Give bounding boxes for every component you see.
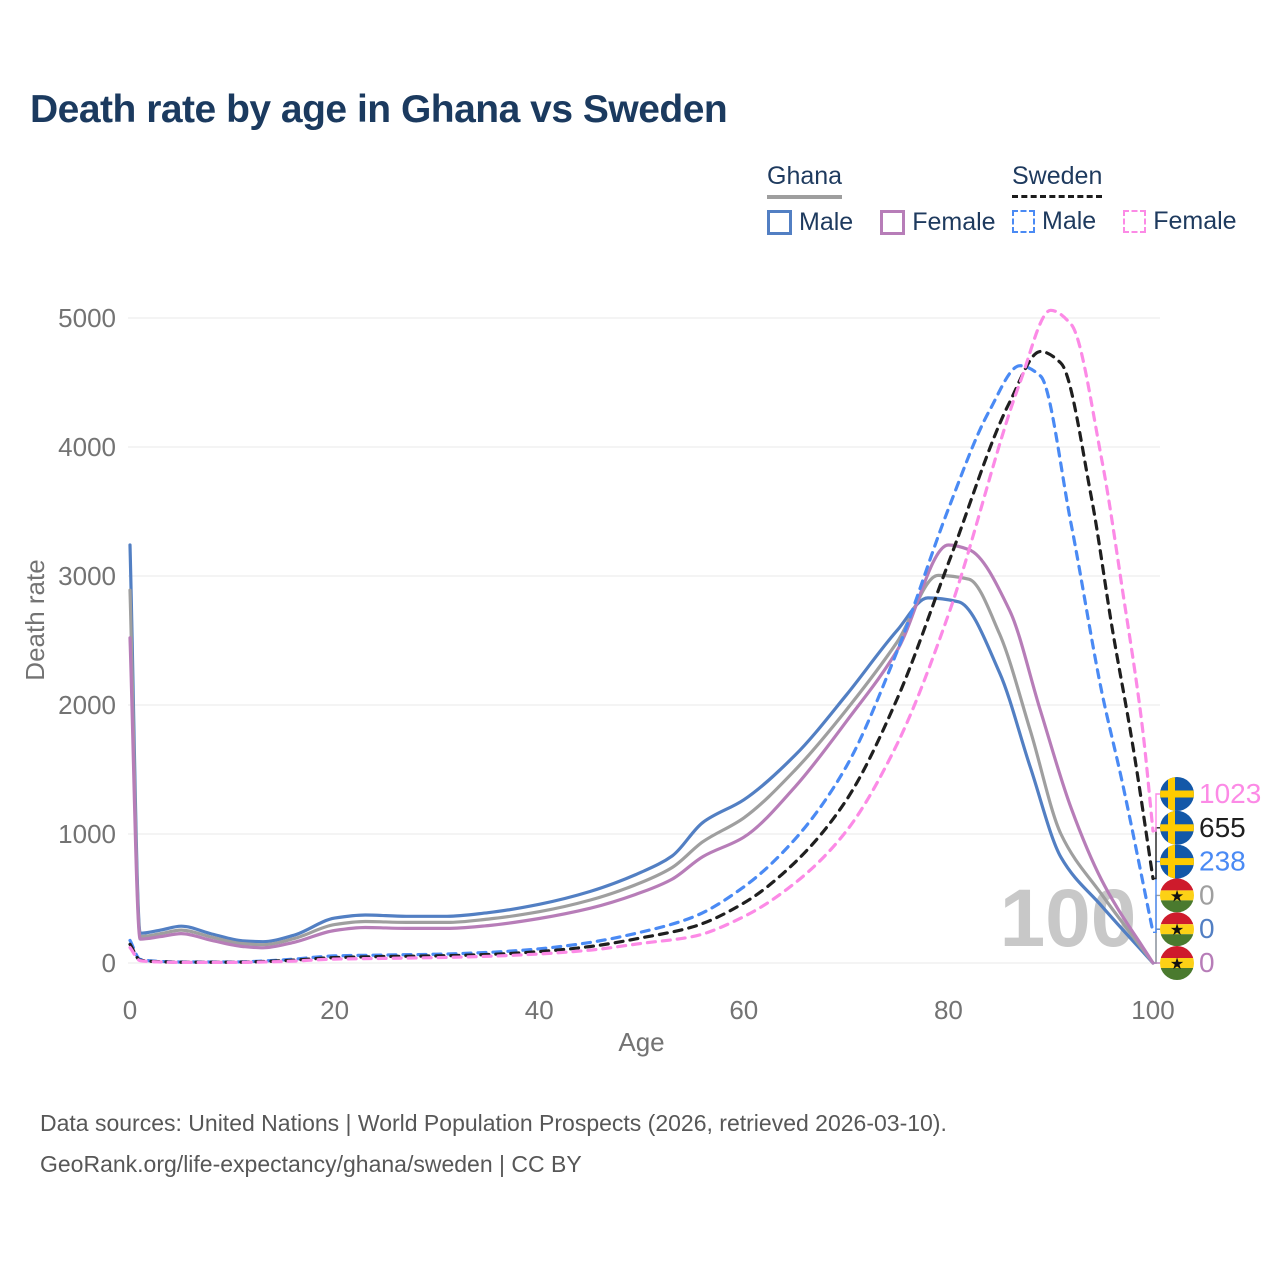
flag-sweden-icon: [1160, 844, 1194, 879]
legend-label: Male: [1042, 207, 1097, 235]
x-tick-label: 60: [729, 995, 758, 1025]
legend-item-ghana-female[interactable]: Female: [880, 208, 996, 237]
legend-sweden-header: Sweden: [1012, 162, 1103, 198]
flag-ghana-icon: ★: [1160, 878, 1194, 913]
legend-label: Male: [799, 208, 854, 236]
x-tick-label: 100: [1131, 995, 1174, 1025]
footer: Data sources: United Nations | World Pop…: [40, 1103, 947, 1185]
legend-label: Female: [1153, 207, 1237, 235]
legend-label: Female: [912, 208, 996, 236]
sweden-female-swatch: [1123, 210, 1147, 233]
series-line-ghana-total[interactable]: [128, 573, 1155, 965]
x-tick-label: 80: [934, 995, 963, 1025]
end-value-label-ghana-female: 0: [1199, 947, 1215, 978]
flag-sweden-icon: [1160, 810, 1194, 845]
y-tick-label: 1000: [58, 819, 116, 849]
legend-group-ghana: Ghana Male Female: [767, 162, 996, 237]
flag-ghana-icon: ★: [1160, 912, 1194, 947]
series-line-sweden-female[interactable]: [128, 308, 1155, 965]
y-axis-title: Death rate: [20, 559, 50, 680]
end-value-label-sweden-total: 655: [1199, 812, 1246, 843]
legend-ghana-header: Ghana: [767, 162, 843, 199]
svg-text:★: ★: [1170, 888, 1184, 905]
x-tick-label: 0: [123, 995, 137, 1025]
page-title: Death rate by age in Ghana vs Sweden: [30, 88, 728, 131]
x-tick-label: 40: [525, 995, 554, 1025]
ghana-female-swatch: [880, 210, 906, 235]
y-tick-label: 2000: [58, 690, 116, 720]
legend-item-sweden-male[interactable]: Male: [1012, 207, 1096, 236]
end-value-label-ghana-total: 0: [1199, 879, 1215, 910]
svg-text:★: ★: [1170, 956, 1184, 973]
series-line-sweden-total[interactable]: [128, 349, 1155, 964]
series-line-ghana-female[interactable]: [128, 543, 1155, 965]
x-tick-label: 20: [320, 995, 349, 1025]
y-tick-label: 5000: [58, 303, 116, 333]
x-axis-title: Age: [618, 1027, 664, 1057]
svg-text:★: ★: [1170, 922, 1184, 939]
end-label-leader: [1153, 827, 1160, 880]
flag-sweden-icon: [1160, 777, 1194, 811]
end-value-label-sweden-male: 238: [1199, 846, 1246, 877]
y-tick-label: 0: [102, 948, 116, 978]
end-label-leader: [1153, 793, 1160, 832]
watermark: 100: [1000, 873, 1137, 964]
footer-attribution: GeoRank.org/life-expectancy/ghana/sweden…: [40, 1151, 582, 1177]
y-tick-label: 3000: [58, 561, 116, 591]
ghana-male-swatch: [767, 210, 792, 235]
legend-group-sweden: Sweden Male Female: [1012, 162, 1237, 236]
end-label-leader: [1153, 860, 1160, 933]
legend-item-ghana-male[interactable]: Male: [767, 208, 853, 237]
end-value-label-sweden-female: 1023: [1199, 778, 1261, 809]
series-line-ghana-male[interactable]: [128, 543, 1155, 965]
y-tick-label: 4000: [58, 432, 116, 462]
sweden-male-swatch: [1012, 210, 1035, 233]
legend-item-sweden-female[interactable]: Female: [1123, 207, 1237, 236]
footer-data-sources: Data sources: United Nations | World Pop…: [40, 1110, 947, 1136]
end-value-label-ghana-male: 0: [1199, 913, 1215, 944]
flag-ghana-icon: ★: [1160, 946, 1194, 980]
